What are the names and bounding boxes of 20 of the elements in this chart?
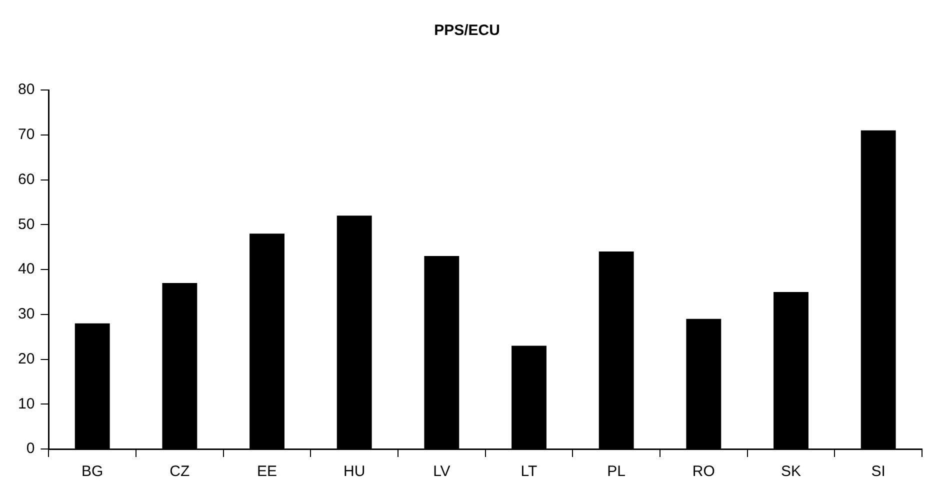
x-tick-label: BG — [82, 463, 104, 480]
x-tick-label: EE — [257, 463, 278, 480]
x-tick-label: HU — [344, 463, 366, 480]
x-tick-label: LV — [433, 463, 450, 480]
y-tick-label: 10 — [18, 395, 35, 412]
y-tick-label: 60 — [18, 170, 35, 188]
y-tick-label: 40 — [18, 260, 35, 278]
y-tick-label: 70 — [18, 126, 35, 144]
y-tick-label: 80 — [18, 81, 35, 98]
x-tick-label: RO — [692, 463, 715, 480]
x-tick-label: CZ — [170, 463, 190, 480]
y-tick-label: 50 — [18, 216, 35, 233]
x-tick-label: PL — [607, 463, 626, 480]
y-tick-label: 0 — [26, 440, 35, 458]
x-tick-label: SK — [780, 463, 802, 480]
y-tick-label: 20 — [18, 350, 35, 368]
x-tick-label: LT — [520, 463, 538, 480]
y-tick-label: 30 — [18, 306, 35, 323]
chart-title: PPS/ECU — [434, 22, 500, 40]
x-tick-label: SI — [871, 463, 886, 480]
